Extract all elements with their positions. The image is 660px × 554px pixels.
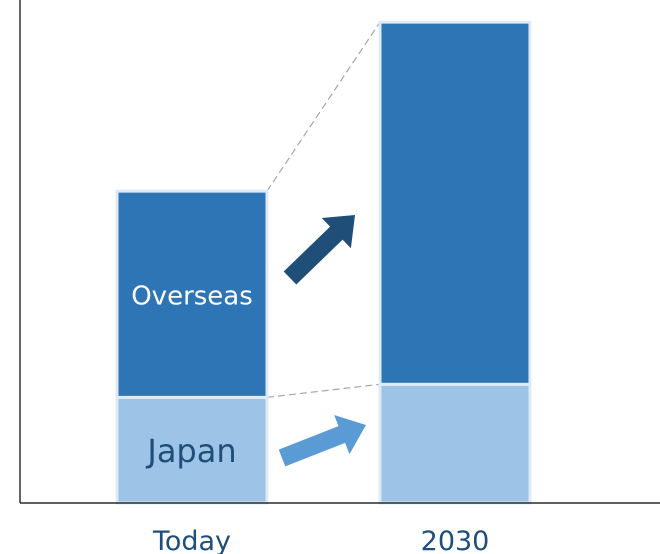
growth-arrow-japan [278, 415, 366, 467]
bar-today-japan [115, 395, 269, 505]
connector-layer [266, 21, 381, 398]
bar-layer [115, 20, 532, 505]
bar-today-overseas [115, 189, 269, 399]
x-tick-label-today: Today [152, 526, 231, 554]
connector-line-japan [266, 383, 381, 398]
bar-2030-overseas [378, 20, 532, 386]
segment-label-japan: Japan [145, 432, 236, 470]
axis-layer [19, 0, 660, 504]
growth-arrow-overseas [283, 215, 355, 285]
x-tick-label-2030: 2030 [421, 526, 490, 554]
bar-2030-japan [378, 382, 532, 505]
label-layer: Today 2030 Japan Overseas [131, 281, 489, 554]
connector-line-overseas [266, 21, 381, 192]
arrow-layer [278, 215, 366, 467]
segment-label-overseas: Overseas [131, 281, 253, 311]
